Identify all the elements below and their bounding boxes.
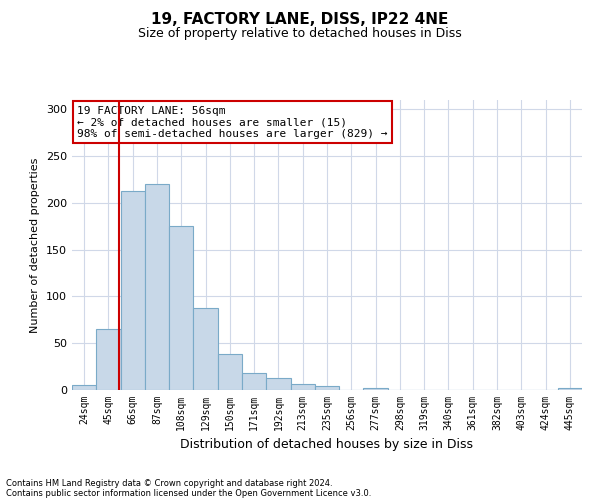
Bar [242, 373, 266, 390]
Text: Contains public sector information licensed under the Open Government Licence v3: Contains public sector information licen… [6, 488, 371, 498]
Bar [218, 354, 242, 390]
Bar [558, 388, 582, 390]
X-axis label: Distribution of detached houses by size in Diss: Distribution of detached houses by size … [181, 438, 473, 452]
Bar [266, 378, 290, 390]
Text: 19 FACTORY LANE: 56sqm
← 2% of detached houses are smaller (15)
98% of semi-deta: 19 FACTORY LANE: 56sqm ← 2% of detached … [77, 106, 388, 139]
Text: Contains HM Land Registry data © Crown copyright and database right 2024.: Contains HM Land Registry data © Crown c… [6, 478, 332, 488]
Bar [72, 386, 96, 390]
Text: Size of property relative to detached houses in Diss: Size of property relative to detached ho… [138, 28, 462, 40]
Bar [145, 184, 169, 390]
Text: 19, FACTORY LANE, DISS, IP22 4NE: 19, FACTORY LANE, DISS, IP22 4NE [151, 12, 449, 28]
Y-axis label: Number of detached properties: Number of detached properties [31, 158, 40, 332]
Bar [193, 308, 218, 390]
Bar [315, 386, 339, 390]
Bar [290, 384, 315, 390]
Bar [121, 190, 145, 390]
Bar [364, 388, 388, 390]
Bar [96, 329, 121, 390]
Bar [169, 226, 193, 390]
